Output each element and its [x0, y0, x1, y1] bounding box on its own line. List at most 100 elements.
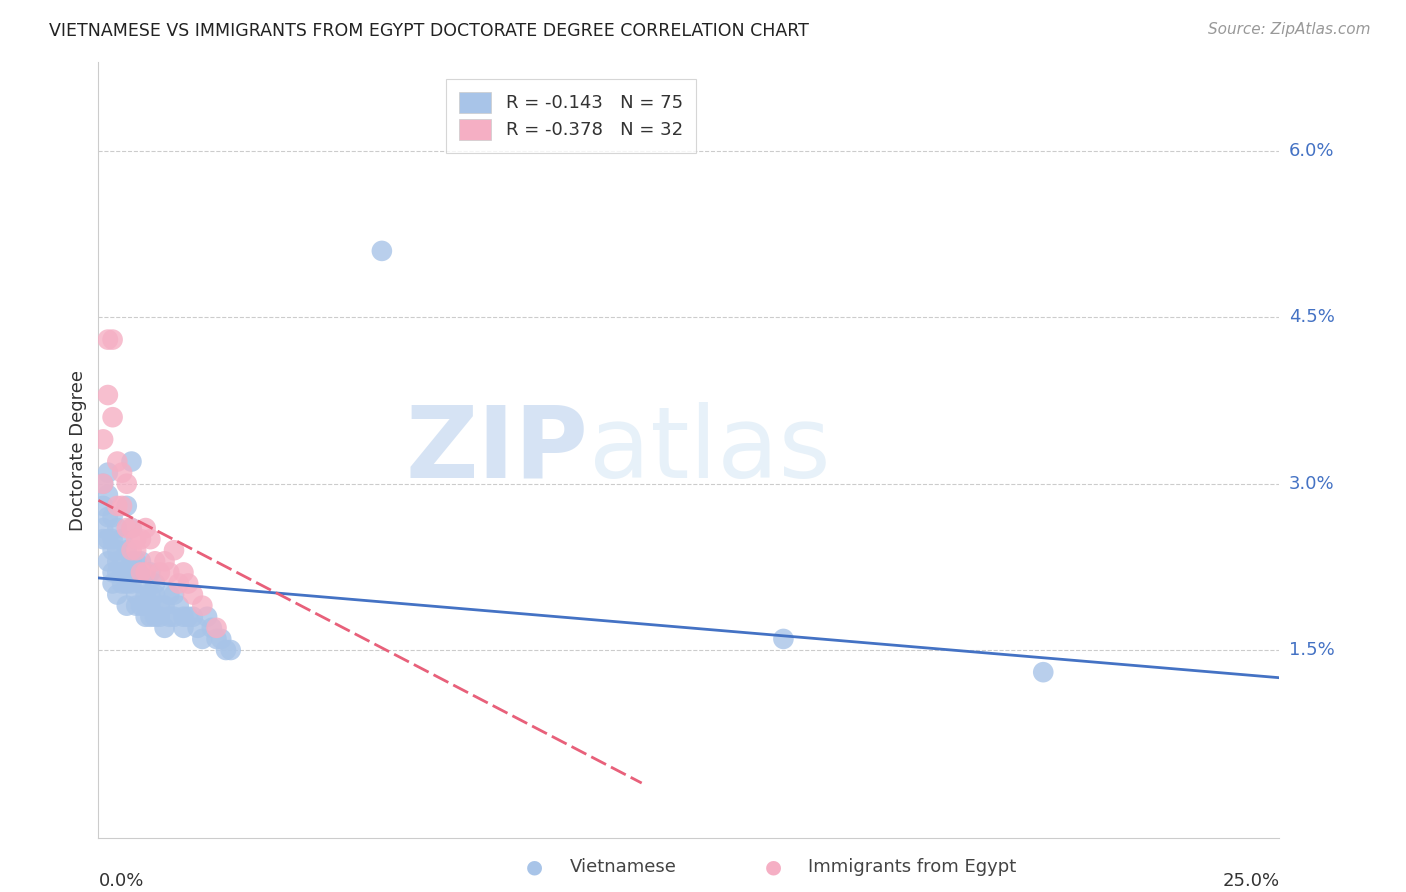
Text: ●: ●: [765, 857, 782, 877]
Point: [153, 621, 176, 635]
Point: [135, 521, 157, 535]
Point: [135, 599, 157, 613]
Point: [172, 566, 194, 580]
Point: [105, 521, 128, 535]
Point: [191, 632, 214, 646]
Point: [143, 588, 166, 602]
Point: [125, 554, 148, 568]
Point: [101, 576, 124, 591]
Point: [97, 466, 120, 480]
Point: [111, 554, 134, 568]
Point: [181, 609, 204, 624]
Point: [121, 543, 143, 558]
Point: [105, 543, 128, 558]
Point: [149, 599, 172, 613]
Point: [143, 554, 166, 568]
Point: [111, 566, 134, 580]
Point: [205, 632, 228, 646]
Point: [129, 566, 152, 580]
Point: [139, 609, 162, 624]
Point: [97, 488, 120, 502]
Point: [91, 476, 114, 491]
Legend: R = -0.143   N = 75, R = -0.378   N = 32: R = -0.143 N = 75, R = -0.378 N = 32: [446, 79, 696, 153]
Point: [167, 576, 190, 591]
Point: [187, 621, 209, 635]
Point: [121, 576, 143, 591]
Point: [163, 543, 186, 558]
Point: [101, 510, 124, 524]
Point: [163, 588, 186, 602]
Text: ZIP: ZIP: [406, 402, 589, 499]
Point: [1032, 665, 1054, 680]
Point: [101, 410, 124, 425]
Point: [91, 521, 114, 535]
Point: [149, 566, 172, 580]
Text: Source: ZipAtlas.com: Source: ZipAtlas.com: [1208, 22, 1371, 37]
Point: [172, 621, 194, 635]
Text: Immigrants from Egypt: Immigrants from Egypt: [808, 858, 1017, 876]
Point: [153, 554, 176, 568]
Point: [115, 566, 138, 580]
Point: [91, 433, 114, 447]
Point: [111, 532, 134, 546]
Point: [209, 632, 232, 646]
Point: [139, 599, 162, 613]
Point: [111, 576, 134, 591]
Text: ●: ●: [526, 857, 543, 877]
Point: [121, 521, 143, 535]
Text: 4.5%: 4.5%: [1289, 309, 1334, 326]
Point: [129, 554, 152, 568]
Point: [105, 588, 128, 602]
Point: [115, 521, 138, 535]
Point: [129, 532, 152, 546]
Point: [191, 599, 214, 613]
Point: [157, 566, 180, 580]
Text: 25.0%: 25.0%: [1222, 871, 1279, 889]
Point: [125, 532, 148, 546]
Point: [135, 609, 157, 624]
Point: [125, 588, 148, 602]
Point: [115, 499, 138, 513]
Text: Vietnamese: Vietnamese: [569, 858, 676, 876]
Point: [101, 532, 124, 546]
Point: [105, 566, 128, 580]
Text: 6.0%: 6.0%: [1289, 142, 1334, 161]
Point: [135, 566, 157, 580]
Point: [139, 532, 162, 546]
Point: [157, 588, 180, 602]
Point: [153, 599, 176, 613]
Point: [111, 466, 134, 480]
Point: [219, 643, 242, 657]
Point: [91, 532, 114, 546]
Point: [101, 566, 124, 580]
Point: [97, 554, 120, 568]
Point: [139, 588, 162, 602]
Point: [105, 499, 128, 513]
Point: [215, 643, 238, 657]
Point: [157, 609, 180, 624]
Point: [163, 609, 186, 624]
Text: atlas: atlas: [589, 402, 830, 499]
Point: [91, 499, 114, 513]
Point: [101, 543, 124, 558]
Point: [143, 576, 166, 591]
Point: [167, 599, 190, 613]
Point: [177, 609, 200, 624]
Point: [97, 510, 120, 524]
Point: [115, 576, 138, 591]
Point: [125, 543, 148, 558]
Point: [139, 566, 162, 580]
Point: [129, 599, 152, 613]
Point: [135, 588, 157, 602]
Text: 1.5%: 1.5%: [1289, 641, 1334, 659]
Point: [115, 543, 138, 558]
Point: [205, 621, 228, 635]
Point: [121, 521, 143, 535]
Point: [105, 554, 128, 568]
Point: [371, 244, 394, 258]
Point: [125, 566, 148, 580]
Point: [115, 599, 138, 613]
Y-axis label: Doctorate Degree: Doctorate Degree: [69, 370, 87, 531]
Point: [181, 588, 204, 602]
Point: [91, 476, 114, 491]
